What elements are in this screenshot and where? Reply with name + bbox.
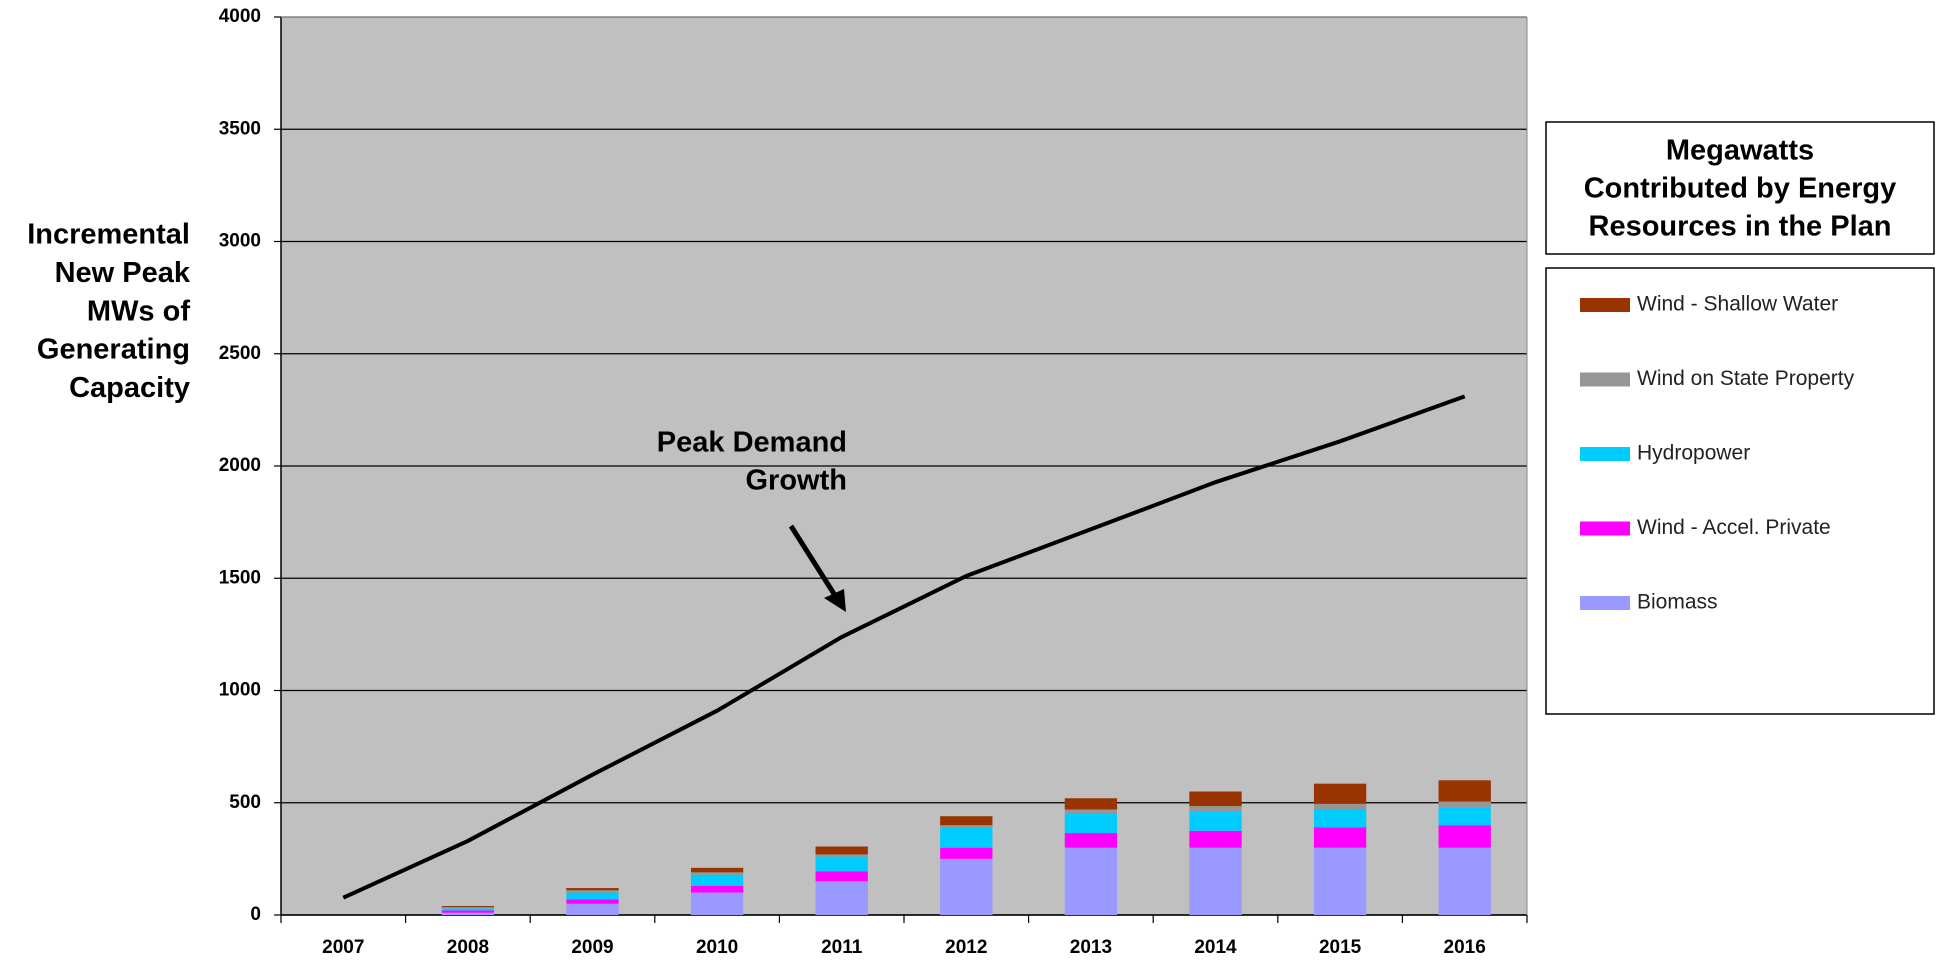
x-tick-label: 2012 [945, 937, 987, 958]
bar-segment [690, 872, 744, 875]
y-tick-label: 2500 [219, 343, 261, 364]
x-tick-label: 2007 [322, 937, 364, 958]
y-axis-label: Capacity [69, 372, 190, 404]
bar-segment [940, 858, 993, 915]
legend-label: Wind - Shallow Water [1637, 293, 1838, 316]
bar-segment [441, 910, 495, 913]
x-tick-label: 2011 [821, 937, 863, 958]
x-tick-label: 2014 [1194, 937, 1237, 958]
bar-segment [1313, 809, 1367, 828]
bar-segment [1189, 811, 1242, 831]
legend-label: Wind on State Property [1637, 367, 1855, 390]
y-tick-label: 500 [229, 792, 261, 813]
y-tick-label: 3500 [219, 118, 261, 139]
bar-segment [940, 827, 993, 848]
y-tick-label: 3000 [219, 231, 261, 252]
bar-segment [1313, 783, 1367, 804]
bar-segment [1438, 825, 1491, 848]
legend-swatch [1580, 298, 1630, 312]
legend-label: Wind - Accel. Private [1637, 516, 1831, 539]
bar-segment [1438, 807, 1491, 826]
bar-segment [1189, 830, 1242, 848]
bar-segment [690, 874, 744, 886]
bar-segment [940, 825, 993, 828]
bar-segment [1064, 847, 1118, 915]
bar-segment [566, 903, 619, 915]
bar-segment [815, 881, 868, 915]
x-tick-label: 2009 [571, 937, 613, 958]
bar-segment [690, 885, 744, 893]
bar-segment [1064, 809, 1118, 814]
y-tick-label: 1500 [219, 567, 261, 588]
bar-segment [1313, 803, 1367, 810]
bar-segment [1064, 798, 1118, 810]
y-tick-label: 4000 [219, 6, 261, 27]
y-tick-label: 2000 [219, 455, 261, 476]
bar-segment [1438, 780, 1491, 802]
bar-segment [690, 867, 744, 873]
bar-segment [1064, 833, 1118, 848]
x-tick-label: 2013 [1070, 937, 1112, 958]
legend-title: Megawatts [1666, 135, 1814, 167]
bar-segment [940, 847, 993, 859]
y-axis-label: Generating [37, 334, 190, 366]
bar-segment [1064, 813, 1118, 834]
bar-segment [566, 890, 619, 893]
bar-segment [1313, 827, 1367, 848]
x-tick-label: 2016 [1444, 937, 1486, 958]
x-tick-label: 2010 [696, 937, 738, 958]
legend-swatch [1580, 447, 1630, 461]
bar-segment [441, 908, 495, 911]
legend-title-box [1545, 121, 1935, 255]
legend-title: Contributed by Energy [1584, 173, 1897, 205]
bar-segment [1189, 847, 1242, 915]
bar-segment [815, 856, 868, 872]
bar-segment [566, 899, 619, 904]
legend-title: Resources in the Plan [1589, 211, 1892, 243]
bar-segment [566, 888, 619, 891]
x-tick-label: 2008 [447, 937, 489, 958]
annotation-arrowhead [824, 589, 846, 612]
legend-label: Biomass [1637, 591, 1718, 614]
bar-segment [815, 846, 868, 855]
y-axis-label: MWs of [87, 295, 190, 327]
bar-segment [1189, 791, 1242, 807]
annotation-arrow [788, 524, 839, 599]
bar-segment [1189, 806, 1242, 812]
y-axis-label: Incremental [27, 219, 190, 251]
bar-segment [1438, 847, 1491, 915]
legend-swatch [1580, 372, 1630, 387]
legend-box [1545, 267, 1935, 715]
annotation: Peak Demand [657, 427, 847, 459]
bar-segment [815, 854, 868, 857]
y-axis-label: New Peak [55, 257, 191, 289]
bar-segment [441, 912, 495, 915]
bar-segment [815, 871, 868, 882]
bar-segment [940, 816, 993, 826]
x-tick-label: 2015 [1319, 937, 1362, 958]
bar-segment [441, 907, 495, 909]
peak-demand-line [342, 394, 1466, 900]
annotation: Growth [746, 465, 848, 497]
y-tick-label: 0 [250, 904, 261, 925]
legend-swatch [1580, 521, 1630, 536]
bar-segment [566, 892, 619, 900]
bar-segment [1313, 847, 1367, 915]
bar-segment [1438, 801, 1491, 808]
y-tick-label: 1000 [219, 680, 261, 701]
bar-segment [441, 906, 495, 908]
legend-label: Hydropower [1637, 442, 1750, 465]
bar-segment [690, 892, 744, 915]
legend-swatch [1580, 596, 1630, 610]
